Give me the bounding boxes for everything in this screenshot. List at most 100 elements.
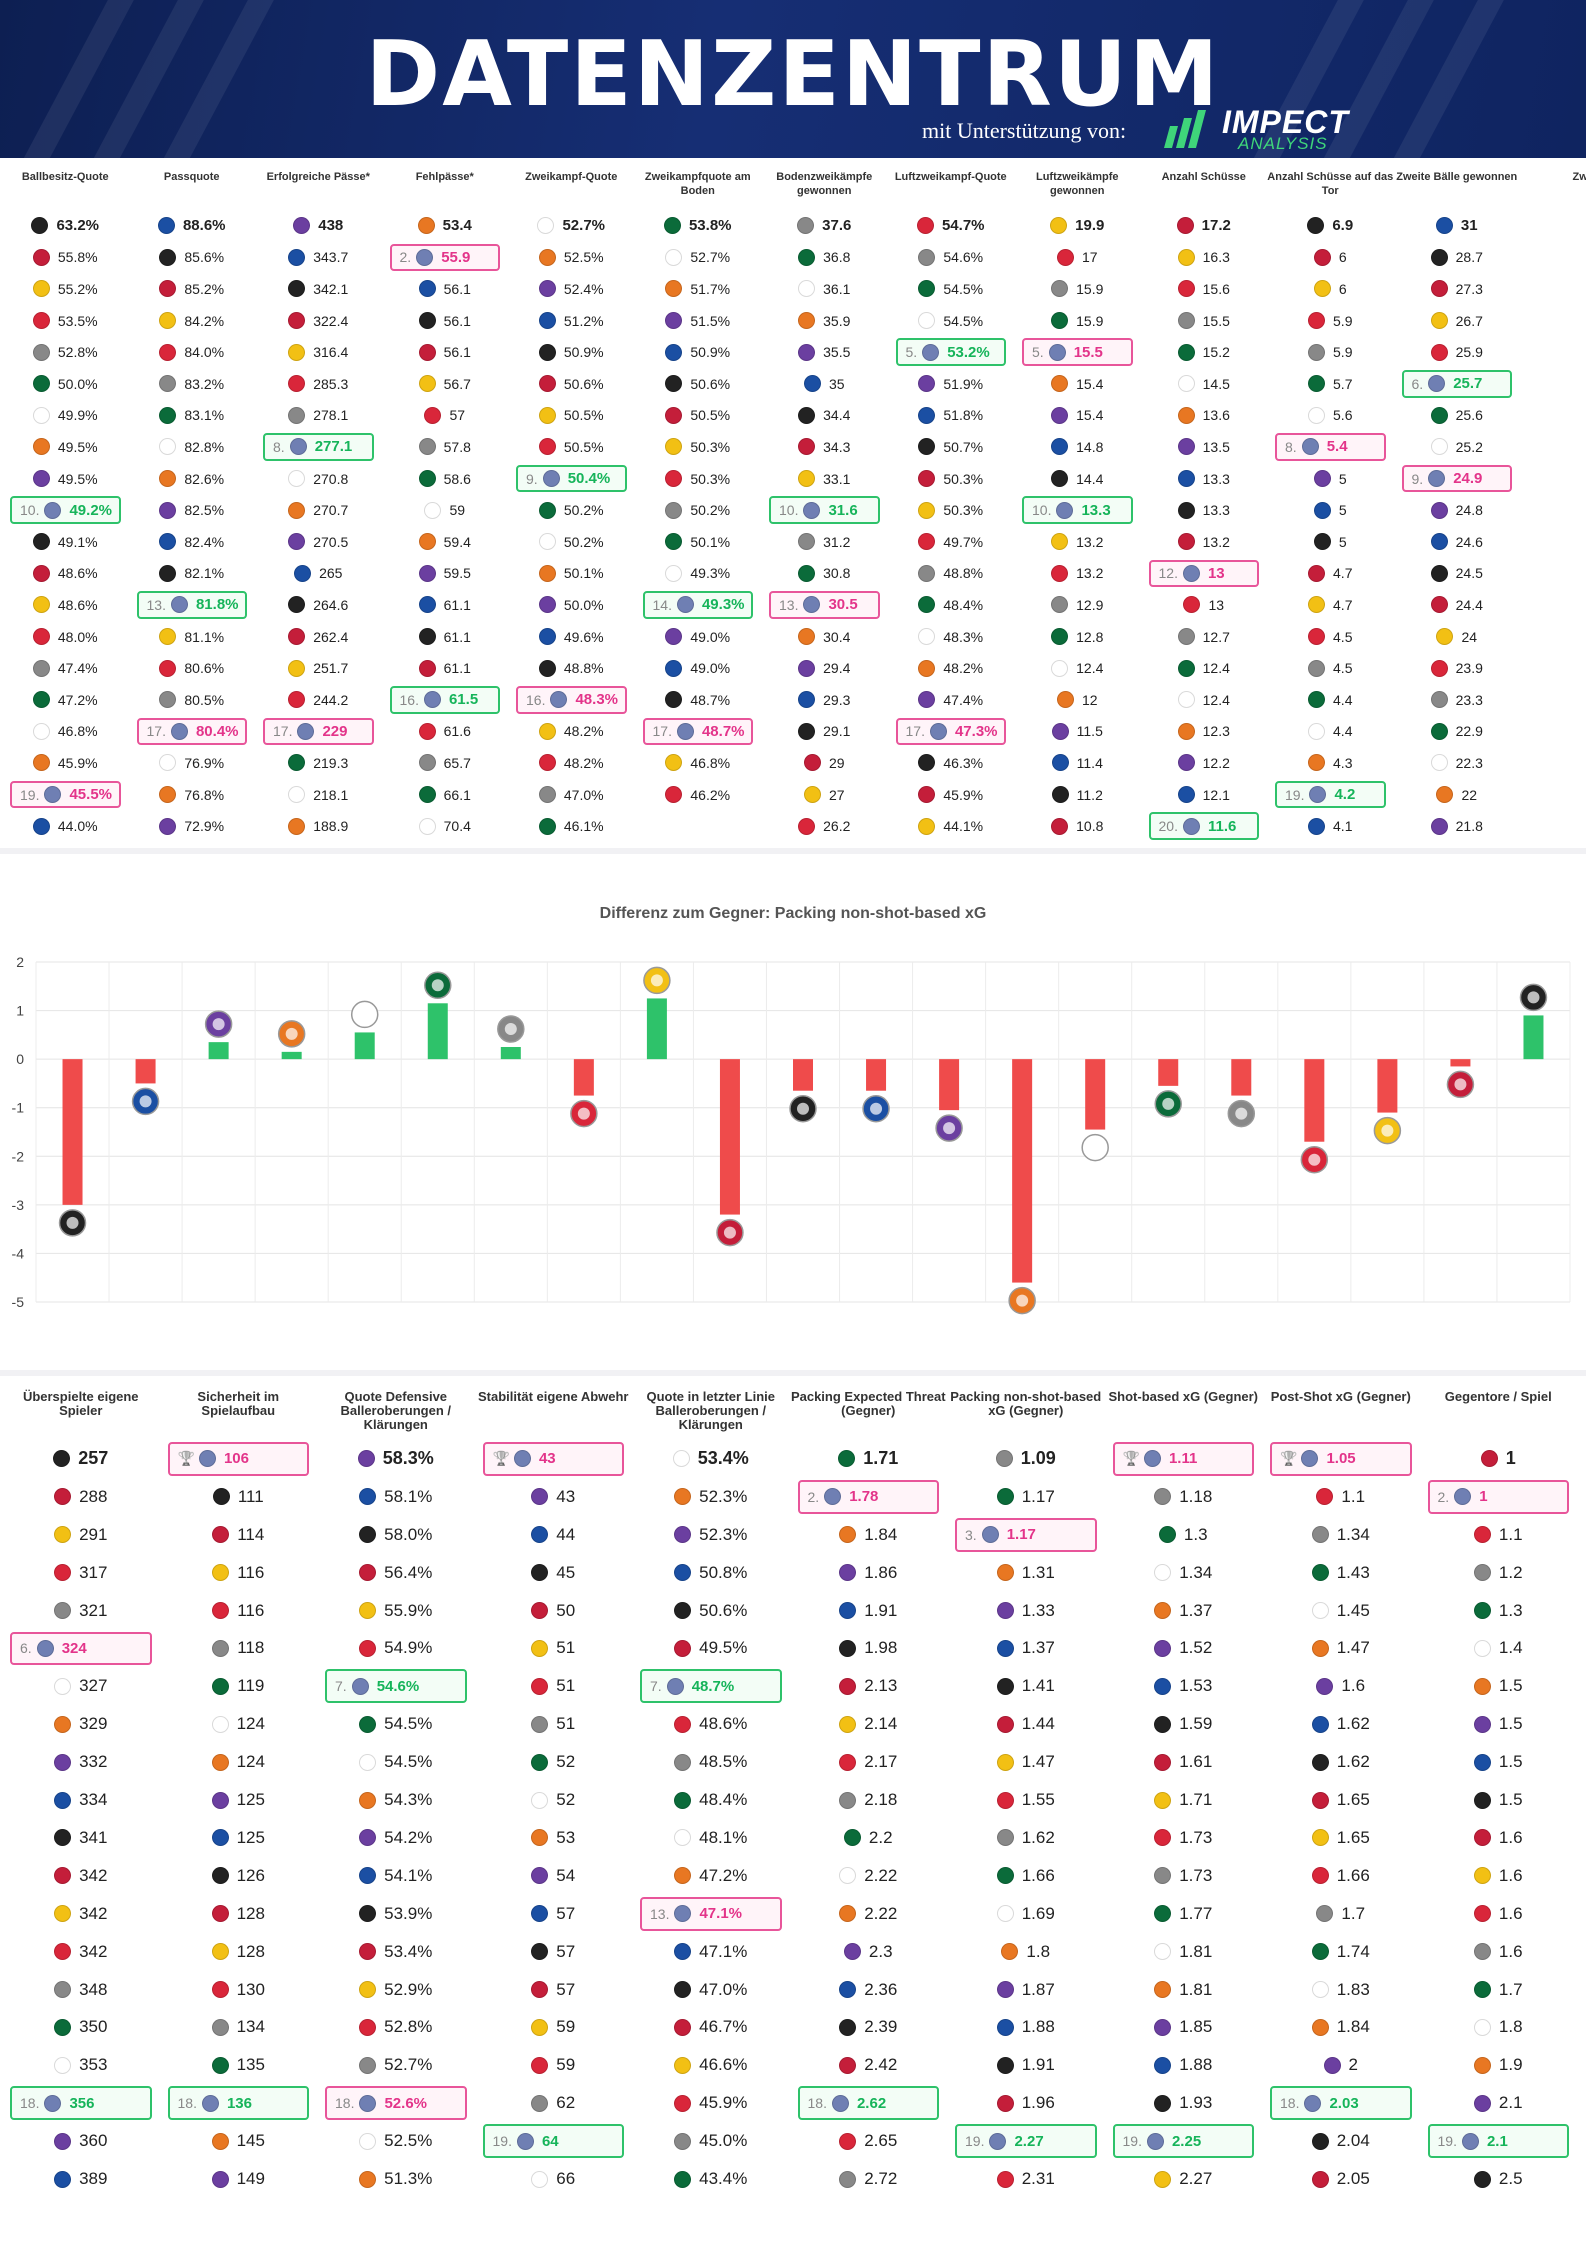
stat-value: 1.47 [1336, 1638, 1370, 1658]
stat-cell: 2.1 [1420, 2084, 1578, 2122]
highlight-value: 2.03 [1329, 2094, 1359, 2112]
club-crest-icon [1177, 406, 1195, 424]
club-crest-icon [1473, 1602, 1491, 1620]
stat-cell: 125 [160, 1819, 318, 1857]
column-header: Zwe [1572, 171, 1586, 183]
stat-value: 50.3% [690, 470, 731, 487]
club-crest-icon [1473, 1905, 1491, 1923]
stat-value: 50.3% [690, 438, 731, 455]
stat-cell: 12.7 [1141, 621, 1268, 653]
stat-cell: 1.55 [947, 1781, 1105, 1819]
stat-cell: 360 [2, 2122, 160, 2160]
stat-value: 14.8 [1076, 438, 1104, 455]
section-divider [0, 1370, 1586, 1376]
rank-label: 5. [905, 344, 918, 361]
club-crest-icon [1313, 248, 1331, 266]
stat-cell: 55.9% [317, 1592, 475, 1630]
stat-cell: 37.6 [761, 210, 888, 242]
stat-value: 1.5 [1498, 1714, 1523, 1734]
club-crest-icon [918, 628, 936, 646]
stat-value: 24.5 [1455, 565, 1483, 582]
highlight-value: 2.1 [1486, 2132, 1508, 2150]
rank-label: 2. [399, 249, 412, 266]
stat-value: 1.47 [1021, 1752, 1055, 1772]
club-crest-icon [1154, 2094, 1172, 2112]
club-crest-icon [1154, 2018, 1172, 2036]
stat-cell: 1.53 [1105, 1667, 1263, 1705]
club-crest-icon [198, 1450, 216, 1468]
rank-label: 17. [146, 723, 166, 740]
logo-name: IMPECT [1222, 104, 1349, 140]
club-crest-icon [797, 217, 815, 235]
club-crest-icon [1001, 1943, 1019, 1961]
highlight-badge-green: 19. 2.25 [1112, 2124, 1254, 2159]
stat-cell: 54 [475, 1857, 633, 1895]
stat-value: 1.65 [1336, 1790, 1370, 1810]
stat-value: 2.27 [1179, 2169, 1213, 2189]
stat-value: 1.5 [1498, 1676, 1523, 1696]
stat-cell: 285.3 [255, 368, 382, 400]
stat-value: 360 [79, 2131, 108, 2151]
club-crest-icon [674, 1639, 692, 1657]
stat-value: 27 [828, 786, 845, 803]
stat-cell: 33.1 [761, 463, 888, 495]
stat-value: 341 [79, 1827, 108, 1847]
club-crest-icon [1089, 1141, 1102, 1154]
club-crest-icon [159, 691, 177, 709]
stat-cell: 15.4 [1014, 368, 1141, 400]
stat-cell: 4.5 [1267, 652, 1394, 684]
stat-cell: 55.8% [2, 242, 129, 274]
stat-cell: 2.65 [790, 2122, 948, 2160]
stat-cell: 66 [475, 2160, 633, 2198]
stat-value: 12.4 [1076, 660, 1104, 677]
stat-cell: 45.9% [632, 2084, 790, 2122]
rank-label: 17. [652, 723, 672, 740]
stat-cell: 76.8% [129, 779, 256, 811]
stat-cell: 61.1 [382, 652, 509, 684]
stat-value: 56.1 [443, 312, 471, 329]
club-crest-icon [918, 375, 936, 393]
stat-value: 188.9 [313, 818, 349, 835]
stat-value: 219.3 [313, 754, 349, 771]
stat-value: 15.4 [1076, 407, 1104, 424]
club-crest-icon [54, 1981, 72, 1999]
stat-value: 11.4 [1076, 754, 1103, 771]
highlight-badge-green: 20. 11.6 [1148, 812, 1259, 840]
club-crest-icon [1454, 1078, 1467, 1091]
stat-cell: 1.8 [947, 1933, 1105, 1971]
stat-cell: 1.2 [1420, 1554, 1578, 1592]
rank-label: 20. [1158, 818, 1178, 835]
highlight-value: 47.3% [954, 722, 998, 740]
stat-value: 1 [1505, 1448, 1516, 1469]
stat-cell: 257 [2, 1440, 160, 1478]
stat-value: 334 [79, 1790, 108, 1810]
club-crest-icon [918, 470, 936, 488]
stat-value: 57 [449, 407, 466, 424]
stat-value: 1.81 [1179, 1941, 1213, 1961]
stat-cell: 55.2% [2, 273, 129, 305]
difference-bar-chart: 2 1 0 -1 -2 -3 -4 -5 [12, 954, 1571, 1315]
club-crest-icon [288, 786, 306, 804]
stat-value: 22 [1461, 786, 1478, 803]
stat-value: 50.3% [943, 502, 984, 519]
club-crest-icon [418, 659, 436, 677]
club-crest-icon [1430, 248, 1448, 266]
club-crest-icon [531, 2018, 549, 2036]
stat-value: 15.4 [1076, 375, 1104, 392]
club-crest-icon [538, 722, 556, 740]
club-crest-icon [1473, 2018, 1491, 2036]
stat-value: 36.1 [823, 280, 851, 297]
stat-value: 1.18 [1179, 1486, 1213, 1506]
stat-value: 48.2% [563, 754, 604, 771]
stat-value: 66 [556, 2169, 576, 2189]
club-crest-icon [996, 1602, 1014, 1620]
club-crest-icon [839, 1526, 857, 1544]
column-header: Fehlpässe* [415, 171, 474, 183]
stat-value: 4.4 [1333, 723, 1353, 740]
stat-value: 58.0% [384, 1524, 433, 1544]
club-crest-icon [674, 1981, 692, 1999]
club-crest-icon [1311, 1791, 1329, 1809]
club-crest-icon [1154, 1867, 1172, 1885]
club-crest-icon [44, 786, 62, 804]
highlight-badge-green: 18. 136 [167, 2086, 309, 2121]
